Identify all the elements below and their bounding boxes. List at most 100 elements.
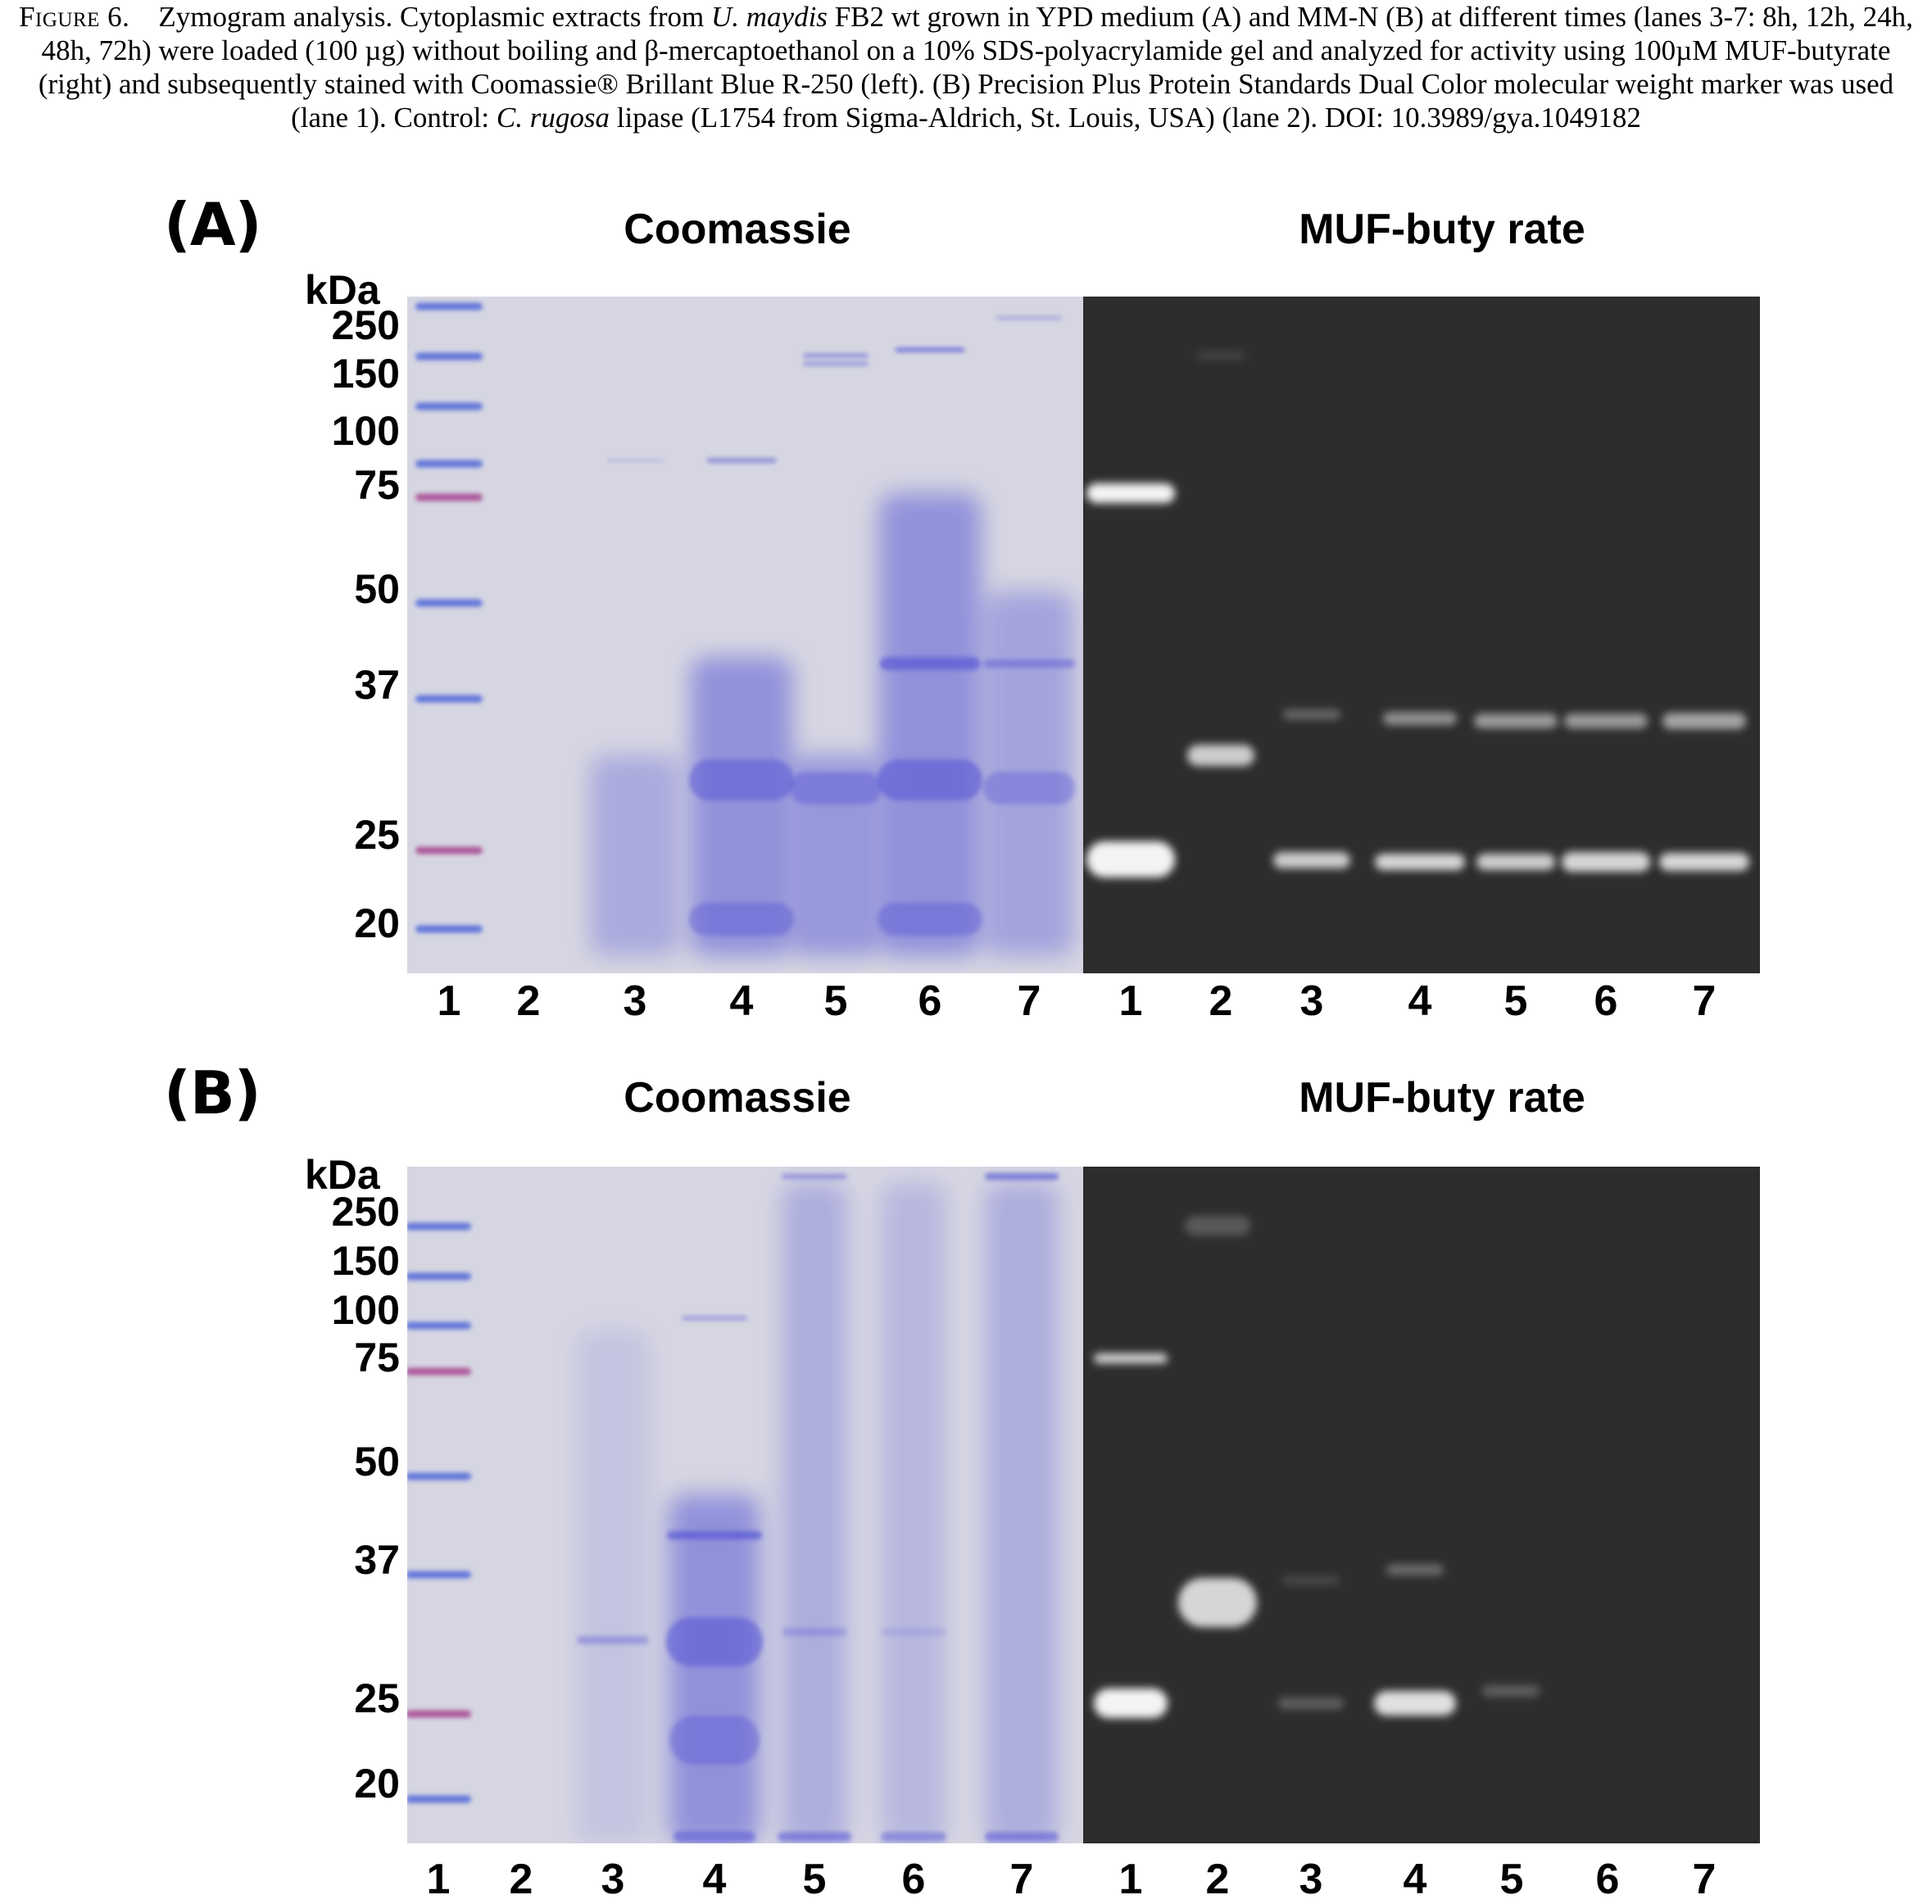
lane-number-right: 3: [1299, 1856, 1323, 1903]
marker-band-pink: [415, 846, 483, 855]
sample-band: [985, 1832, 1059, 1842]
marker-band: [407, 1571, 471, 1579]
mw-marker-label: 25: [354, 812, 400, 858]
lane-smear: [791, 755, 881, 956]
panel-a-muf-gel: [1083, 297, 1760, 973]
mw-marker-label: 50: [354, 566, 400, 612]
lane-number-right: 6: [1594, 977, 1618, 1025]
activity-band: [1386, 1564, 1444, 1575]
activity-band: [1282, 1576, 1340, 1584]
lane-number-left: 1: [426, 1856, 451, 1903]
mw-marker-label: 25: [354, 1675, 400, 1721]
sample-band: [996, 316, 1062, 320]
marker-band: [407, 1272, 471, 1281]
activity-band: [1662, 713, 1746, 729]
mw-marker-label: 250: [331, 302, 400, 348]
sample-band: [689, 759, 794, 800]
activity-band: [1659, 853, 1749, 871]
mw-marker-label: 100: [331, 1287, 400, 1333]
marker-band-pink: [407, 1710, 471, 1718]
mw-marker-label: 100: [331, 408, 400, 454]
panel-b-muf-title: MUF-buty rate: [1299, 1074, 1585, 1122]
sample-band: [778, 1832, 851, 1842]
activity-band: [1196, 351, 1245, 360]
gel-background: [1083, 1167, 1760, 1843]
caption-figure-label: Figure 6.: [19, 1, 130, 33]
caption-text-part: C. rugosa: [496, 102, 610, 134]
lane-number-left: 5: [802, 1856, 827, 1903]
lane-smear: [881, 1183, 946, 1843]
sample-band: [706, 458, 777, 463]
sample-band: [667, 1531, 762, 1539]
marker-band: [407, 1222, 471, 1231]
mw-marker-label: 150: [331, 351, 400, 397]
marker-band: [415, 352, 483, 360]
lane-number-right: 2: [1209, 977, 1233, 1025]
sample-band: [790, 772, 882, 805]
sample-band: [878, 903, 982, 936]
panel-a-coomassie-title: Coomassie: [624, 206, 851, 253]
marker-band: [407, 1795, 471, 1803]
lane-number-left: 7: [1017, 977, 1041, 1025]
lane-smear: [690, 657, 793, 956]
panel-b-kda-label: kDa: [305, 1152, 380, 1198]
caption-text-part: Zymogram analysis. Cytoplasmic extracts …: [158, 1, 711, 33]
sample-band: [985, 1173, 1059, 1180]
caption-text-part: lipase (L1754 from Sigma-Aldrich, St. Lo…: [610, 102, 1641, 134]
activity-band: [1564, 714, 1648, 728]
activity-band: [1374, 1691, 1456, 1716]
sample-band: [669, 1716, 760, 1765]
lane-number-right: 7: [1692, 1856, 1717, 1903]
activity-band: [1185, 1216, 1250, 1235]
activity-band: [1094, 1353, 1168, 1363]
activity-band: [1474, 714, 1558, 728]
marker-band: [415, 302, 483, 311]
mw-marker-label: 75: [354, 1335, 400, 1380]
lane-number-left: 7: [1009, 1856, 1034, 1903]
sample-band: [673, 1831, 755, 1843]
sample-band: [881, 1629, 946, 1635]
sample-band: [983, 772, 1075, 805]
sample-band: [878, 759, 982, 800]
mw-marker-label: 37: [354, 1537, 400, 1583]
panel-a-muf-title: MUF-buty rate: [1299, 206, 1585, 253]
marker-band: [415, 925, 483, 933]
activity-band: [1476, 854, 1555, 870]
sample-band: [983, 660, 1075, 668]
marker-band: [407, 1321, 471, 1330]
panel-b-label: (B): [164, 1059, 261, 1127]
panel-a-kda-label: kDa: [305, 267, 380, 313]
caption-text-part: U. maydis: [711, 1, 828, 33]
activity-band: [1383, 712, 1457, 725]
lane-number-right: 5: [1503, 977, 1528, 1025]
mw-marker-label: 20: [354, 900, 400, 946]
lane-number-left: 2: [509, 1856, 533, 1903]
lane-number-right: 6: [1595, 1856, 1620, 1903]
lane-number-right: 4: [1408, 977, 1432, 1025]
gel-background: [1083, 297, 1760, 973]
sample-band: [803, 353, 868, 358]
lane-number-right: 3: [1299, 977, 1324, 1025]
mw-marker-label: 150: [331, 1238, 400, 1284]
lane-number-left: 3: [601, 1856, 625, 1903]
lane-number-left: 3: [623, 977, 647, 1025]
activity-band: [1187, 745, 1254, 766]
lane-smear: [576, 1331, 650, 1843]
panel-a-coomassie-gel: [407, 297, 1086, 973]
marker-band-pink: [415, 493, 483, 501]
panel-b-coomassie-title: Coomassie: [624, 1074, 851, 1122]
sample-band: [682, 1316, 747, 1321]
lane-number-right: 2: [1205, 1856, 1230, 1903]
lane-number-left: 6: [901, 1856, 926, 1903]
lane-number-right: 7: [1692, 977, 1717, 1025]
sample-band: [606, 459, 664, 462]
sample-band: [881, 1832, 946, 1842]
lane-number-right: 1: [1118, 977, 1143, 1025]
lane-smear: [669, 1494, 760, 1843]
mw-marker-label: 75: [354, 462, 400, 508]
activity-band: [1562, 852, 1650, 872]
mw-marker-label: 250: [331, 1189, 400, 1235]
marker-band: [407, 1472, 471, 1480]
sample-band: [803, 361, 868, 366]
lane-number-left: 2: [516, 977, 541, 1025]
